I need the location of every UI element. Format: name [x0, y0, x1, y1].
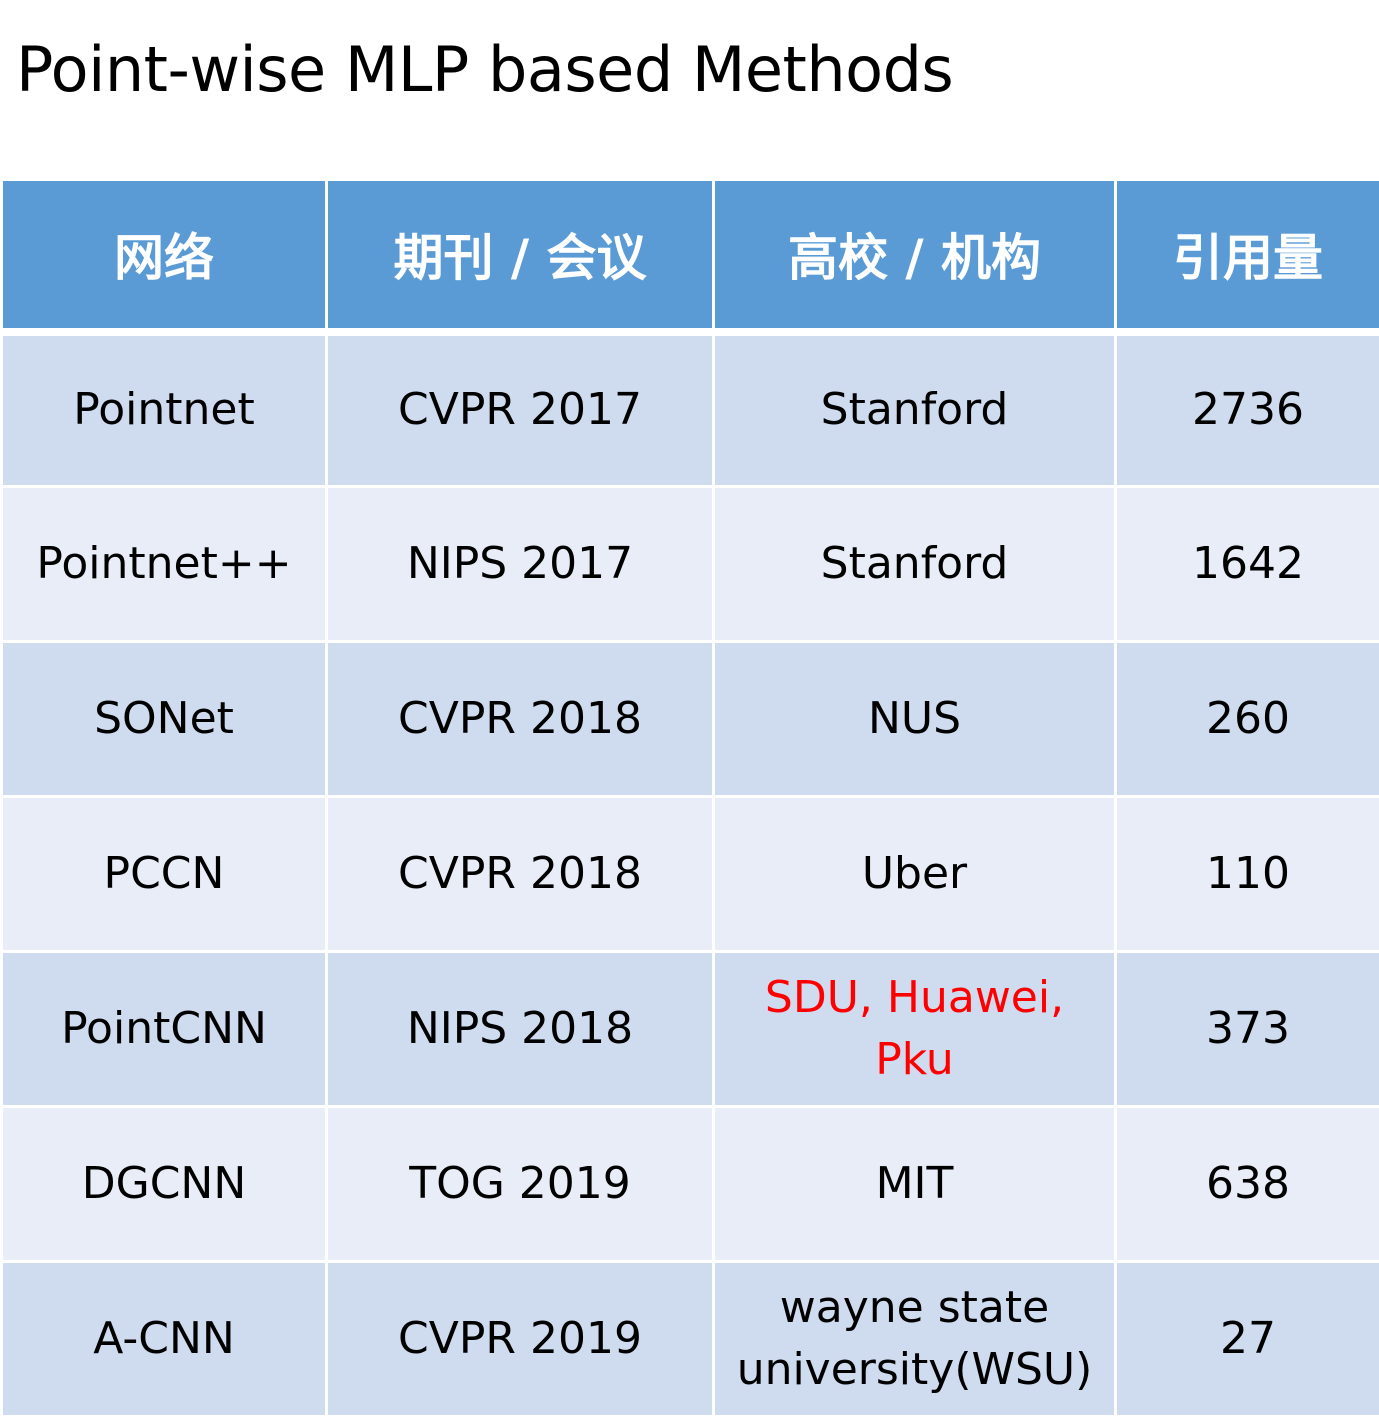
header-venue: 期刊 / 会议 — [325, 178, 715, 336]
cell-venue: CVPR 2018 — [325, 795, 715, 953]
cell-venue: NIPS 2018 — [325, 950, 715, 1108]
cell-network: PCCN — [0, 795, 328, 953]
table-header-row: 网络 期刊 / 会议 高校 / 机构 引用量 — [0, 178, 1379, 336]
cell-institution: wayne state university(WSU) — [712, 1260, 1117, 1418]
cell-network: SONet — [0, 640, 328, 798]
cell-institution: MIT — [712, 1105, 1117, 1263]
cell-citations: 373 — [1114, 950, 1379, 1108]
cell-network: A-CNN — [0, 1260, 328, 1418]
cell-institution: Stanford — [712, 330, 1117, 488]
methods-table: 网络 期刊 / 会议 高校 / 机构 引用量 Pointnet CVPR 201… — [0, 178, 1379, 1418]
header-network: 网络 — [0, 178, 328, 336]
table-row: PCCN CVPR 2018 Uber 110 — [0, 795, 1379, 953]
cell-citations: 110 — [1114, 795, 1379, 953]
cell-venue: CVPR 2017 — [325, 330, 715, 488]
cell-venue: CVPR 2019 — [325, 1260, 715, 1418]
cell-citations: 260 — [1114, 640, 1379, 798]
cell-institution: NUS — [712, 640, 1117, 798]
cell-venue: CVPR 2018 — [325, 640, 715, 798]
cell-network: DGCNN — [0, 1105, 328, 1263]
table-row: DGCNN TOG 2019 MIT 638 — [0, 1105, 1379, 1263]
table-row: PointCNN NIPS 2018 SDU, Huawei, Pku 373 — [0, 950, 1379, 1108]
institution-text: Stanford — [820, 384, 1009, 436]
cell-citations: 2736 — [1114, 330, 1379, 488]
institution-text: MIT — [875, 1158, 954, 1209]
cell-venue: TOG 2019 — [325, 1105, 715, 1263]
institution-text: Stanford — [820, 538, 1009, 589]
cell-network: Pointnet++ — [0, 485, 328, 643]
slide-title: Point-wise MLP based Methods — [16, 33, 954, 106]
table-row: Pointnet++ NIPS 2017 Stanford 1642 — [0, 485, 1379, 643]
institution-text: wayne state university(WSU) — [736, 1282, 1093, 1395]
cell-network: PointCNN — [0, 950, 328, 1108]
cell-institution: SDU, Huawei, Pku — [712, 950, 1117, 1108]
header-citations: 引用量 — [1114, 178, 1379, 336]
institution-text: NUS — [867, 693, 962, 744]
cell-citations: 638 — [1114, 1105, 1379, 1263]
cell-institution: Stanford — [712, 485, 1117, 643]
table-row: Pointnet CVPR 2017 Stanford 2736 — [0, 330, 1379, 488]
cell-citations: 27 — [1114, 1260, 1379, 1418]
cell-institution: Uber — [712, 795, 1117, 953]
header-institution: 高校 / 机构 — [712, 178, 1117, 336]
cell-citations: 1642 — [1114, 485, 1379, 643]
table-row: SONet CVPR 2018 NUS 260 — [0, 640, 1379, 798]
institution-text: Uber — [861, 848, 968, 899]
cell-network: Pointnet — [0, 330, 328, 488]
institution-text: SDU, Huawei, Pku — [764, 972, 1065, 1085]
table-row: A-CNN CVPR 2019 wayne state university(W… — [0, 1260, 1379, 1418]
cell-venue: NIPS 2017 — [325, 485, 715, 643]
